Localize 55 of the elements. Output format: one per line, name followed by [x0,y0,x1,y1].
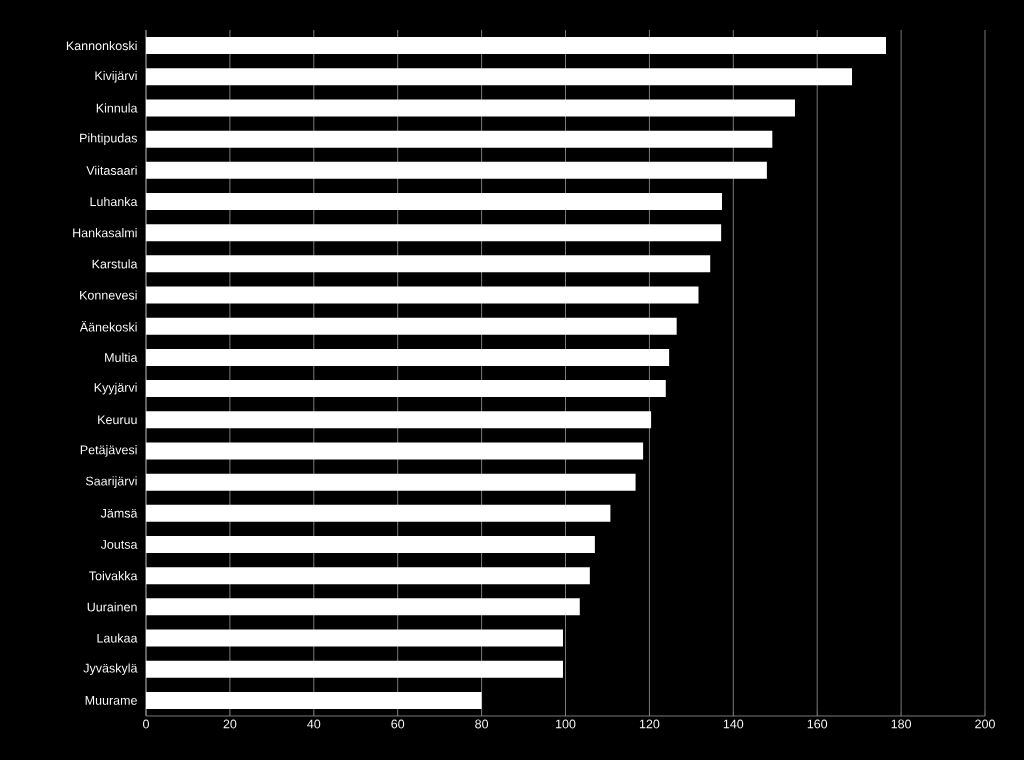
y-tick-label: Viitasaari [86,165,137,175]
y-tick-label: Saarijärvi [85,476,137,488]
bar [146,37,887,55]
bar [146,224,722,242]
bar [146,286,699,304]
x-tick-label: 40 [307,719,321,729]
x-tick-label: 60 [391,719,405,729]
bar [146,598,580,616]
bar [146,317,677,335]
bar [146,442,644,460]
y-tick-label: Petäjävesi [80,445,137,457]
x-tick-label: 120 [639,719,660,729]
y-tick-label: Hankasalmi [73,228,137,238]
y-tick-label: Kyyjärvi [94,382,137,395]
y-tick-label: Joutsa [100,540,138,549]
bar [146,192,722,210]
bar [146,68,853,86]
bar [146,629,563,647]
y-tick-label: Luhanka [90,196,138,207]
y-tick-label: Multia [105,352,138,362]
bar [146,691,482,709]
y-tick-label: Kannonkoski [66,40,137,51]
y-tick-label: Keuruu [98,415,137,425]
bar [146,99,795,117]
x-tick-label: 160 [807,719,828,729]
x-tick-label: 100 [556,719,576,729]
y-tick-label: Äänekoski [79,320,137,332]
x-tick-label: 0 [143,719,149,729]
bar [146,536,595,553]
bar [146,504,611,522]
bar [146,348,670,366]
y-tick-label: Jämsä [100,508,138,518]
y-tick-label: Karstula [92,259,138,269]
y-tick-label: Konnevesi [80,290,137,300]
bar [146,380,666,398]
bar [146,473,636,491]
y-tick-label: Laukaa [97,633,138,643]
y-tick-label: Pihtipudas [80,133,138,145]
x-tick-label: 140 [723,719,744,729]
y-tick-label: Toivakka [89,571,138,581]
bar [146,255,711,273]
y-tick-label: Muurame [85,696,137,705]
bar [146,660,563,678]
x-tick-label: 80 [475,719,489,729]
x-tick-label: 180 [891,719,912,729]
y-tick-label: Kivijärvi [95,70,137,83]
y-tick-label: Kinnula [96,103,138,113]
bar [146,130,773,148]
bar [146,161,767,179]
y-tick-label: Uurainen [87,602,137,612]
x-tick-label: 20 [223,719,237,729]
bar [146,411,652,429]
x-tick-label: 200 [975,719,995,729]
bar [146,567,590,585]
y-tick-label: Jyväskylä [83,663,138,676]
